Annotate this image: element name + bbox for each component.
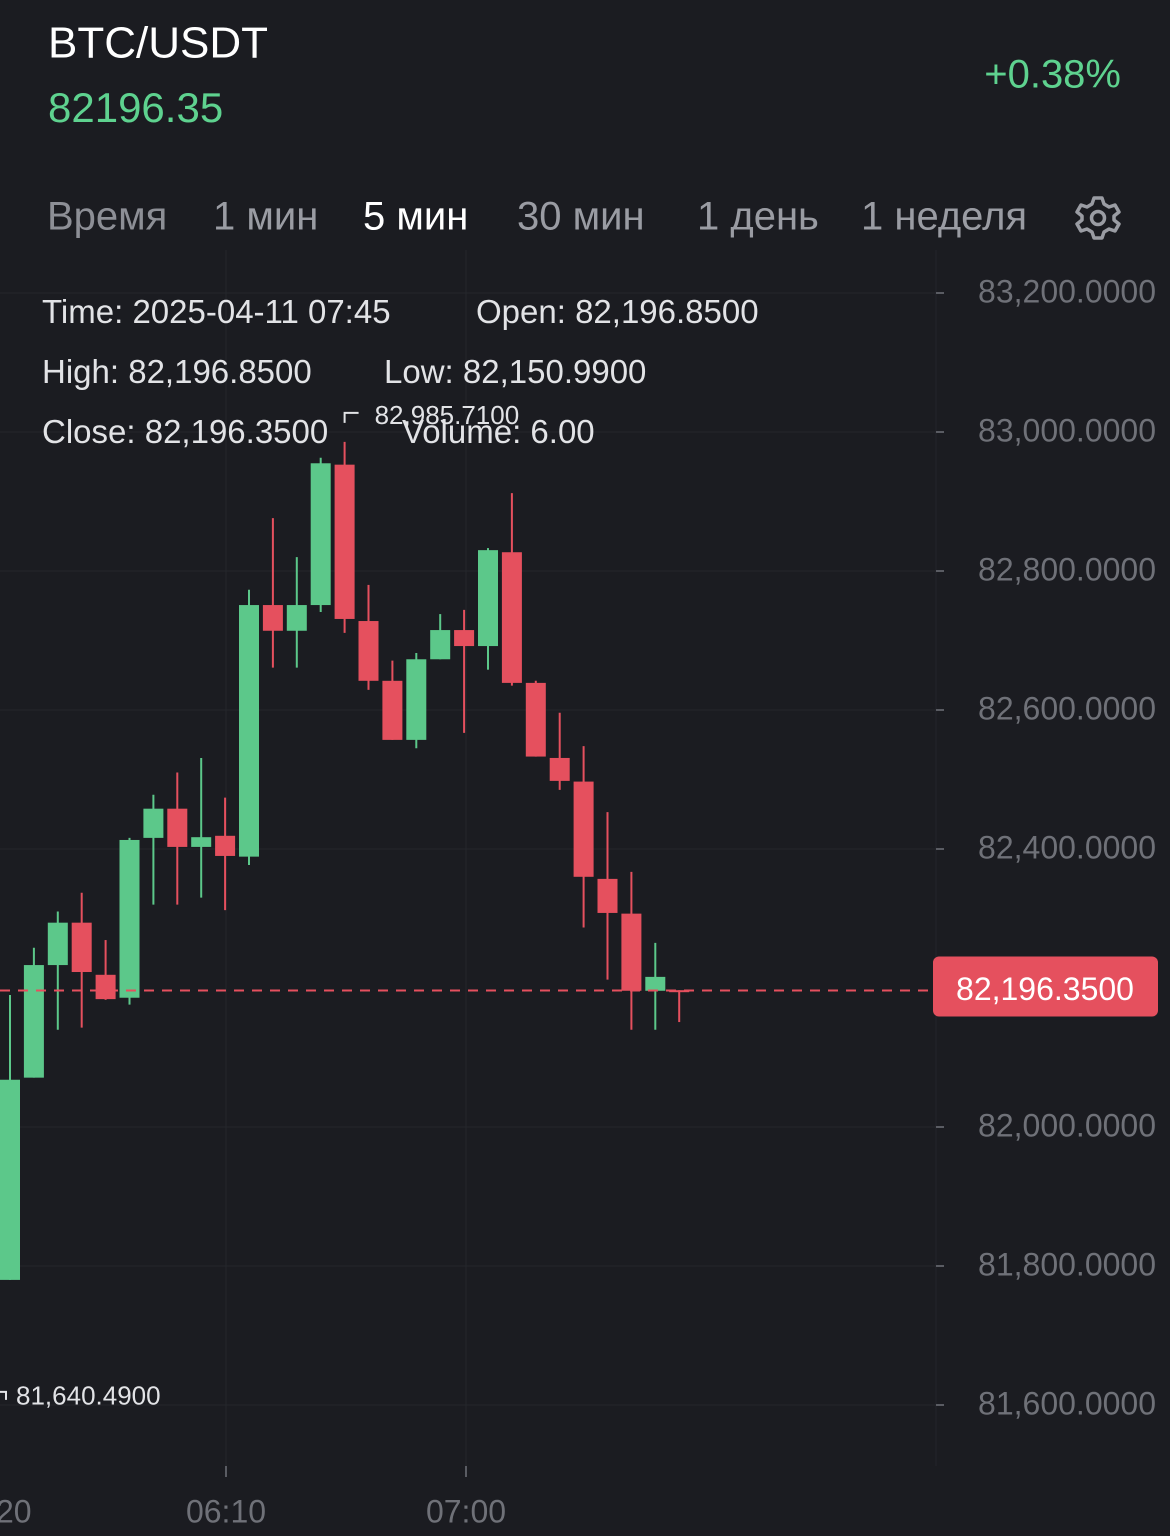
info-field: Volume: 6.00 bbox=[402, 413, 595, 450]
timeframe-tab[interactable]: 5 мин bbox=[363, 195, 468, 239]
candle-body bbox=[501, 552, 522, 683]
y-tick-label: 82,400.0000 bbox=[978, 829, 1156, 865]
y-tick-label: 81,600.0000 bbox=[978, 1385, 1156, 1421]
candle-body bbox=[143, 808, 164, 838]
x-tick-label: 20 bbox=[0, 1493, 32, 1529]
last-price: 82196.35 bbox=[48, 84, 223, 131]
y-tick-label: 82,800.0000 bbox=[978, 551, 1156, 587]
price-change: +0.38% bbox=[984, 53, 1121, 97]
candle-body bbox=[549, 757, 570, 781]
info-label: Close: bbox=[42, 413, 136, 450]
info-field: Open: 82,196.8500 bbox=[476, 293, 759, 330]
plot bbox=[0, 441, 690, 1280]
candle-body bbox=[310, 463, 331, 606]
y-tick-label: 82,000.0000 bbox=[978, 1107, 1156, 1143]
timeframe-tab[interactable]: 1 мин bbox=[213, 195, 318, 239]
high-marker-label: 82,985.7100 bbox=[375, 400, 520, 430]
candle-body bbox=[47, 922, 68, 966]
info-field: Time: 2025-04-11 07:45 bbox=[42, 293, 391, 330]
y-tick-label: 82,600.0000 bbox=[978, 690, 1156, 726]
candle-body bbox=[95, 974, 116, 1000]
timeframe-tabs: Время 1 мин 5 мин 30 мин 1 день 1 неделя bbox=[47, 195, 1027, 239]
grid: 83,200.0000 83,000.0000 82,800.0000 82,600.… bbox=[0, 250, 1156, 1529]
candle-body bbox=[215, 835, 236, 856]
candle-body bbox=[454, 630, 475, 647]
info-label: Time: bbox=[42, 293, 123, 330]
x-tick-label: 06:10 bbox=[186, 1493, 266, 1529]
last-price-label: 82,196.3500 bbox=[956, 971, 1134, 1007]
candle-body bbox=[0, 1079, 20, 1280]
y-tick-label: 83,000.0000 bbox=[978, 412, 1156, 448]
info-label: High: bbox=[42, 353, 119, 390]
candle-body bbox=[23, 965, 44, 1078]
candle-body bbox=[167, 808, 188, 847]
candle-body bbox=[645, 976, 666, 991]
candle-body bbox=[525, 682, 546, 757]
info-label: Volume: bbox=[402, 413, 521, 450]
timeframe-tab[interactable]: 1 неделя bbox=[861, 195, 1027, 239]
settings-icon[interactable] bbox=[1075, 196, 1121, 240]
last-price-tag bbox=[933, 956, 1158, 1017]
candle-body bbox=[71, 922, 92, 973]
y-tick-label: 81,800.0000 bbox=[978, 1246, 1156, 1282]
candle-body bbox=[239, 605, 259, 857]
info-value: 2025-04-11 07:45 bbox=[132, 293, 390, 330]
info-field: Low: 82,150.9900 bbox=[384, 353, 646, 390]
pair-title: BTC/USDT bbox=[48, 19, 268, 68]
low-marker-label: 81,640.4900 bbox=[16, 1381, 161, 1411]
info-value: 82,196.8500 bbox=[128, 353, 312, 390]
overlay: Time: 2025-04-11 07:45 Open: 82,196.8500H… bbox=[0, 293, 1158, 1411]
candle-body bbox=[669, 990, 690, 993]
x-tick-label: 07:00 bbox=[426, 1493, 506, 1529]
candle-body bbox=[597, 878, 618, 913]
info-field: Close: 82,196.3500 bbox=[42, 413, 328, 450]
candle-body bbox=[406, 659, 427, 740]
info-label: Open: bbox=[476, 293, 566, 330]
info-value: 82,196.3500 bbox=[145, 413, 329, 450]
candle-body bbox=[478, 550, 498, 647]
candle-body bbox=[573, 781, 594, 877]
candle-body bbox=[334, 464, 355, 619]
candle-body bbox=[191, 837, 212, 847]
info-label: Low: bbox=[384, 353, 454, 390]
candle-body bbox=[286, 605, 307, 631]
candle-body bbox=[358, 621, 379, 681]
timeframe-tab[interactable]: 1 день bbox=[697, 195, 819, 239]
info-field: High: 82,196.8500 bbox=[42, 353, 312, 390]
candle-body bbox=[382, 680, 403, 740]
info-value: 82,196.8500 bbox=[575, 293, 759, 330]
timeframe-tab[interactable]: 30 мин bbox=[517, 195, 645, 239]
y-tick-label: 83,200.0000 bbox=[978, 273, 1156, 309]
candle-body bbox=[262, 605, 283, 631]
high-marker bbox=[343, 411, 359, 423]
low-marker bbox=[0, 1390, 7, 1400]
info-value: 6.00 bbox=[530, 413, 594, 450]
candle-body bbox=[119, 839, 140, 998]
candle-body bbox=[430, 630, 451, 660]
candle-body bbox=[621, 913, 642, 991]
timeframe-tab[interactable]: Время bbox=[47, 195, 167, 239]
info-value: 82,150.9900 bbox=[463, 353, 647, 390]
